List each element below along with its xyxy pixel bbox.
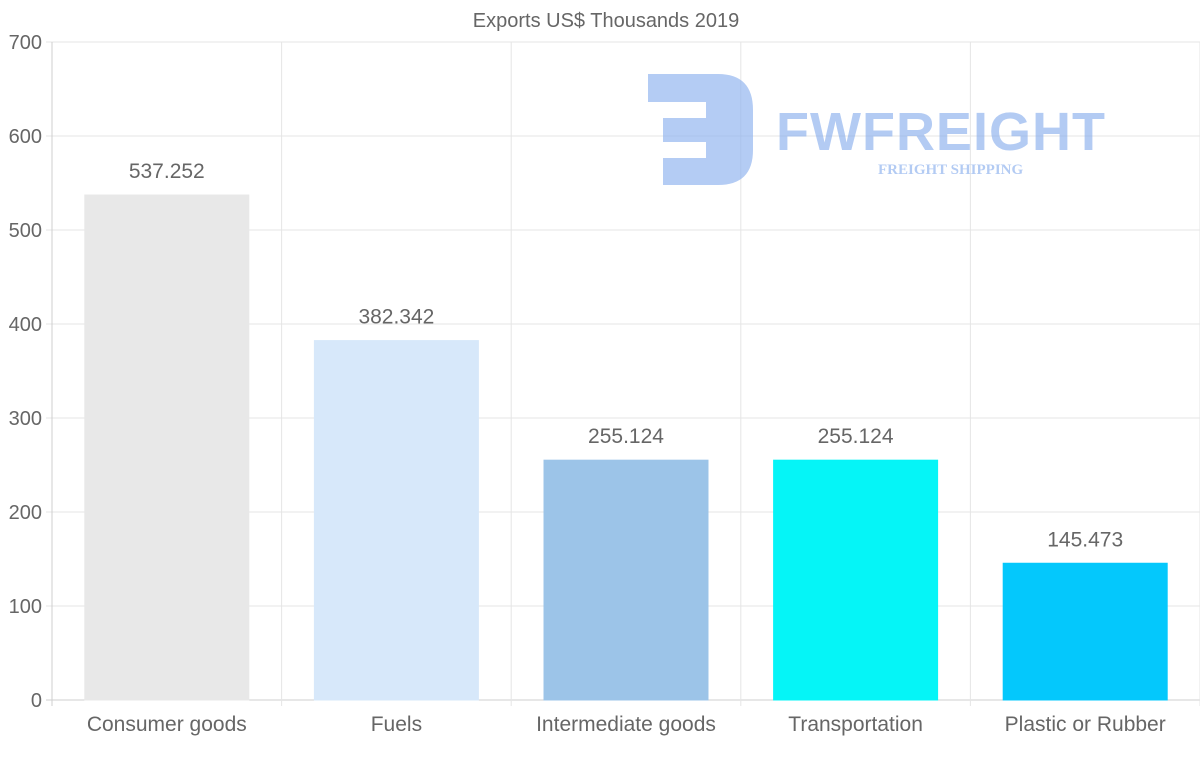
bars [84, 194, 1168, 701]
x-tick-label: Consumer goods [87, 713, 247, 736]
y-tick-label: 700 [9, 32, 42, 54]
bar-intermediate-goods[interactable] [543, 459, 709, 701]
y-tick-label: 400 [9, 314, 42, 336]
y-tick-label: 100 [9, 596, 42, 618]
x-tick-label: Plastic or Rubber [1005, 713, 1166, 736]
data-label: 382.342 [358, 306, 434, 329]
y-tick-label: 300 [9, 408, 42, 430]
data-labels: 537.252 382.342 255.124 255.124 145.473 [129, 160, 1123, 551]
data-label: 145.473 [1047, 528, 1123, 551]
bar-plastic-or-rubber[interactable] [1002, 562, 1168, 701]
x-tick-label: Transportation [788, 713, 923, 736]
chart-title: Exports US$ Thousands 2019 [473, 10, 739, 32]
y-tick-label: 500 [9, 220, 42, 242]
data-label: 255.124 [818, 425, 894, 448]
y-tick-label: 0 [31, 690, 42, 712]
bar-transportation[interactable] [773, 459, 939, 701]
x-tick-label: Fuels [371, 713, 422, 736]
bar-consumer-goods[interactable] [84, 194, 250, 701]
data-label: 255.124 [588, 425, 664, 448]
fwfreight-watermark: FWFREIGHT FREIGHT SHIPPING [648, 74, 1106, 185]
y-tick-label: 600 [9, 126, 42, 148]
y-tick-label: 200 [9, 502, 42, 524]
watermark-tagline: FREIGHT SHIPPING [878, 162, 1023, 178]
data-label: 537.252 [129, 160, 205, 183]
bar-fuels[interactable] [313, 340, 479, 701]
x-axis-ticks: Consumer goods Fuels Intermediate goods Tra… [87, 713, 1166, 736]
fwfreight-logo-icon [648, 74, 753, 185]
watermark-name: FWFREIGHT [776, 102, 1106, 162]
x-tick-label: Intermediate goods [536, 713, 716, 736]
y-axis-ticks: 0 100 200 300 400 500 600 700 [9, 32, 42, 712]
